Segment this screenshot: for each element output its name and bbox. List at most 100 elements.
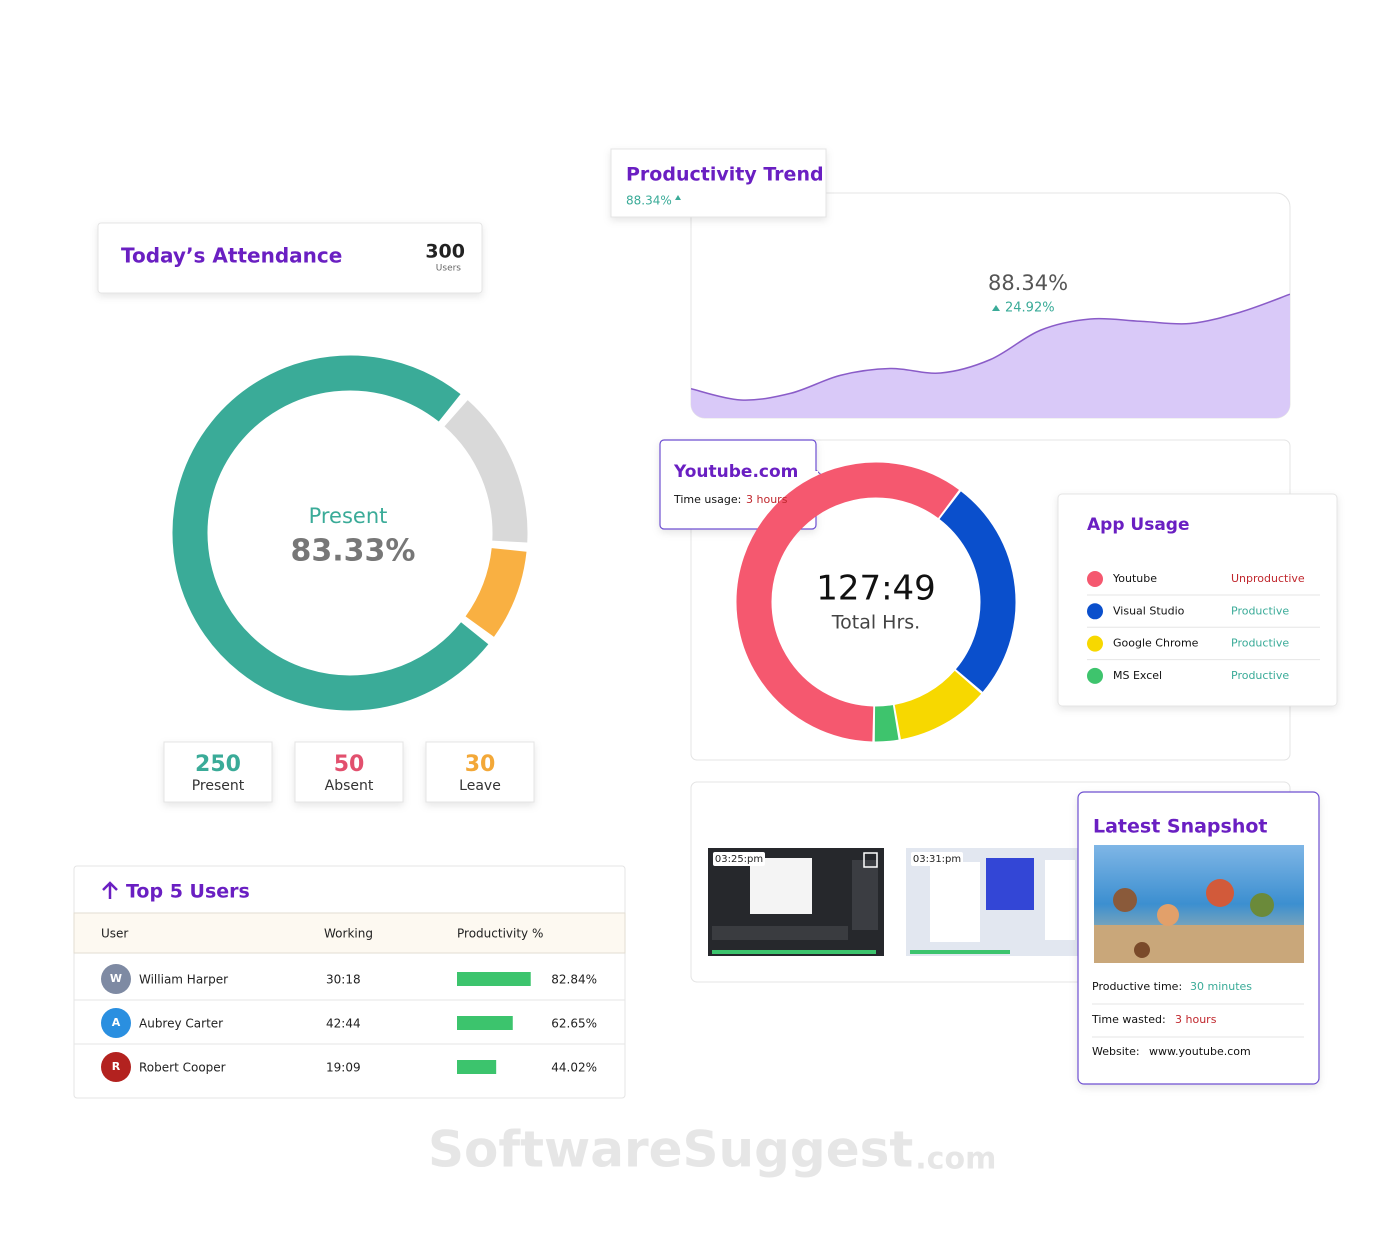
snapshot-figure bbox=[1206, 879, 1234, 907]
trash-icon[interactable] bbox=[863, 852, 878, 868]
detail-value: 30 minutes bbox=[1190, 980, 1252, 993]
stat-value: 30 bbox=[465, 752, 496, 777]
legend-dot bbox=[1087, 603, 1103, 620]
productivity-bar bbox=[457, 1060, 497, 1074]
working-time: 30:18 bbox=[326, 973, 361, 987]
subtitle: 88.34% bbox=[626, 194, 672, 208]
user-name: Robert Cooper bbox=[139, 1061, 226, 1075]
stat-card bbox=[294, 741, 404, 803]
legend-dot bbox=[1087, 571, 1103, 587]
avatar bbox=[101, 1008, 131, 1038]
productivity-bar bbox=[457, 1016, 513, 1030]
donut-segment bbox=[444, 400, 528, 543]
thumbnail-content bbox=[1045, 860, 1075, 940]
productivity-label: 82.84% bbox=[551, 973, 597, 987]
area-line bbox=[691, 293, 1290, 401]
tooltip-title: Youtube.com bbox=[673, 462, 798, 482]
detail-value: www.youtube.com bbox=[1149, 1045, 1251, 1058]
center-value: 83.33% bbox=[291, 534, 416, 569]
watermark-suffix: .com bbox=[915, 1142, 996, 1177]
legend-label: Youtube bbox=[1112, 572, 1157, 585]
center-label: Total Hrs. bbox=[831, 612, 920, 634]
donut-segment bbox=[894, 670, 982, 740]
area-fill bbox=[691, 294, 1290, 418]
stat-card bbox=[425, 741, 535, 803]
avatar-initial: R bbox=[112, 1060, 121, 1073]
donut-segment bbox=[736, 462, 959, 742]
up-triangle bbox=[992, 305, 1000, 311]
working-time: 19:09 bbox=[326, 1061, 361, 1075]
detail-value: 3 hours bbox=[1175, 1013, 1217, 1026]
snapshot-figure bbox=[1157, 904, 1179, 926]
change: 24.92% bbox=[1005, 301, 1055, 316]
productivity-label: 44.02% bbox=[551, 1061, 597, 1075]
stat-label: Present bbox=[192, 778, 245, 794]
attendance-card bbox=[97, 222, 483, 294]
stat-label: Absent bbox=[325, 778, 374, 794]
productivity-bar bbox=[457, 972, 531, 986]
tooltip-label: Time usage: bbox=[673, 493, 741, 506]
status: Productive bbox=[1231, 604, 1289, 617]
thumbnail-progress bbox=[712, 950, 876, 954]
up-triangle bbox=[675, 195, 681, 200]
stat-value: 50 bbox=[334, 752, 365, 777]
avatar-initial: W bbox=[110, 972, 122, 985]
thumbnail-content bbox=[750, 858, 812, 914]
status: Productive bbox=[1231, 637, 1289, 650]
status: Productive bbox=[1231, 669, 1289, 682]
total-label: Users bbox=[436, 264, 462, 274]
thumbnail-progress bbox=[910, 950, 1010, 954]
snapshot-time: 03:25:pm bbox=[715, 854, 763, 865]
card-title: Today’s Attendance bbox=[121, 244, 342, 268]
thumbnail-content bbox=[930, 862, 980, 942]
thumbnail-content bbox=[852, 860, 878, 930]
stat-value: 250 bbox=[195, 752, 241, 777]
column-header: User bbox=[101, 927, 128, 941]
total-users: 300 bbox=[425, 241, 465, 263]
snapshot-ball bbox=[1134, 942, 1150, 958]
snapshot-figure bbox=[1250, 893, 1274, 917]
legend-dot bbox=[1087, 635, 1103, 652]
watermark: SoftwareSuggest bbox=[428, 1121, 913, 1179]
column-header: Working bbox=[324, 927, 373, 941]
avatar bbox=[101, 1052, 131, 1082]
stat-label: Leave bbox=[459, 778, 501, 794]
users-header bbox=[73, 912, 626, 954]
legend-label: Visual Studio bbox=[1113, 604, 1185, 617]
working-time: 42:44 bbox=[326, 1017, 361, 1031]
detail-label: Time wasted: bbox=[1091, 1013, 1166, 1026]
thumbnail-content bbox=[986, 858, 1034, 910]
avatar bbox=[101, 964, 131, 994]
tooltip-value: 3 hours bbox=[746, 493, 788, 506]
snapshot-image-ground bbox=[1094, 925, 1304, 963]
productivity-label: 62.65% bbox=[551, 1017, 597, 1031]
user-name: Aubrey Carter bbox=[139, 1017, 223, 1031]
donut-segment bbox=[939, 491, 1016, 692]
thumbnail-content bbox=[712, 926, 848, 940]
user-name: William Harper bbox=[139, 973, 228, 987]
donut-segment bbox=[172, 355, 489, 711]
detail-label: Productive time: bbox=[1092, 980, 1182, 993]
annotation: 88.34% bbox=[988, 271, 1068, 295]
snapshot-figure bbox=[1113, 888, 1137, 912]
donut-segment bbox=[465, 547, 527, 637]
stat-card bbox=[163, 741, 273, 803]
center-label: Present bbox=[309, 504, 388, 528]
center-value: 127:49 bbox=[816, 569, 936, 609]
snapshot-time: 03:31:pm bbox=[913, 854, 961, 865]
card-title: Productivity Trend bbox=[626, 164, 824, 186]
legend-label: MS Excel bbox=[1113, 669, 1162, 682]
donut-segment bbox=[874, 705, 899, 742]
app-usage-card bbox=[1057, 493, 1338, 707]
arrow-up-icon bbox=[102, 881, 118, 899]
card-title: Top 5 Users bbox=[126, 881, 250, 903]
card-title: Latest Snapshot bbox=[1093, 816, 1268, 838]
status: Unproductive bbox=[1231, 572, 1305, 585]
legend-label: Google Chrome bbox=[1113, 637, 1199, 650]
time-badge bbox=[713, 852, 765, 866]
time-badge bbox=[911, 852, 963, 866]
detail-label: Website: bbox=[1092, 1045, 1140, 1058]
avatar-initial: A bbox=[112, 1016, 121, 1029]
legend-dot bbox=[1087, 667, 1103, 684]
